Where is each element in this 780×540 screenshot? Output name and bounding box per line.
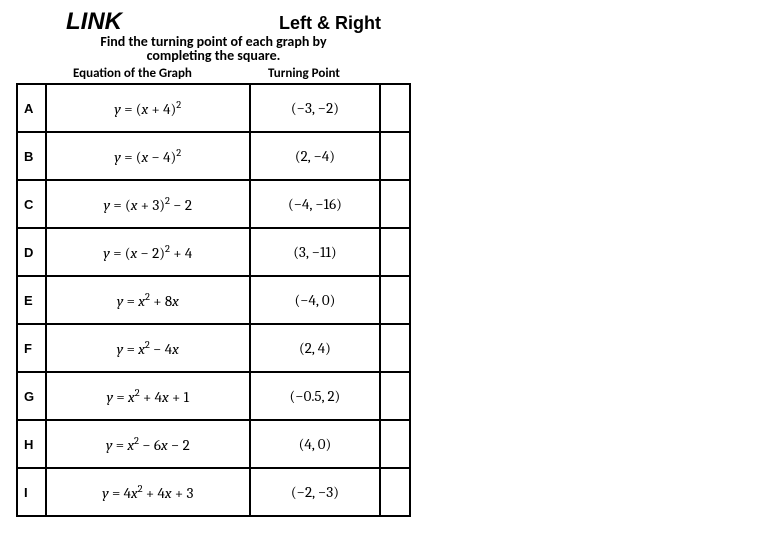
row-label: I — [17, 468, 46, 516]
row-label: B — [17, 132, 46, 180]
equation-cell: y = x2 + 4x + 1 — [46, 372, 250, 420]
title-row: LINK Left & Right — [16, 8, 411, 36]
equation-cell: y = x2 − 4x — [46, 324, 250, 372]
row-label: D — [17, 228, 46, 276]
equation-cell: y = x2 + 8x — [46, 276, 250, 324]
equation-cell: y = (x + 4)2 — [46, 84, 250, 132]
table-row: Cy = (x + 3)2 − 2(−4, −16) — [17, 180, 410, 228]
table-row: By = (x − 4)2(2, −4) — [17, 132, 410, 180]
table-row: Ay = (x + 4)2(−3, −2) — [17, 84, 410, 132]
blank-cell — [380, 372, 410, 420]
table-row: Hy = x2 − 6x − 2(4, 0) — [17, 420, 410, 468]
blank-cell — [380, 132, 410, 180]
row-label: A — [17, 84, 46, 132]
col-header-turning-point: Turning Point — [250, 66, 381, 81]
equation-cell: y = (x + 3)2 − 2 — [46, 180, 250, 228]
row-label: F — [17, 324, 46, 372]
header: LINK Left & Right Find the turning point… — [16, 8, 411, 81]
turning-point-cell: (3, −11) — [250, 228, 380, 276]
turning-point-cell: (2, 4) — [250, 324, 380, 372]
worksheet: LINK Left & Right Find the turning point… — [16, 8, 411, 517]
title-left-right: Left & Right — [279, 13, 381, 34]
table-row: Fy = x2 − 4x(2, 4) — [17, 324, 410, 372]
equation-cell: y = (x − 2)2 + 4 — [46, 228, 250, 276]
table-row: Gy = x2 + 4x + 1(−0.5, 2) — [17, 372, 410, 420]
turning-point-cell: (−4, −16) — [250, 180, 380, 228]
turning-point-cell: (−2, −3) — [250, 468, 380, 516]
blank-cell — [380, 420, 410, 468]
turning-point-cell: (4, 0) — [250, 420, 380, 468]
col-header-equation: Equation of the Graph — [45, 66, 250, 81]
equation-cell: y = 4x2 + 4x + 3 — [46, 468, 250, 516]
blank-cell — [380, 84, 410, 132]
title-link: LINK — [66, 8, 122, 36]
equation-table: Ay = (x + 4)2(−3, −2)By = (x − 4)2(2, −4… — [16, 83, 411, 517]
blank-cell — [380, 228, 410, 276]
equation-cell: y = (x − 4)2 — [46, 132, 250, 180]
equation-cell: y = x2 − 6x − 2 — [46, 420, 250, 468]
instruction-line-2: completing the square. — [16, 48, 411, 64]
row-label: H — [17, 420, 46, 468]
blank-cell — [380, 324, 410, 372]
row-label: G — [17, 372, 46, 420]
turning-point-cell: (−0.5, 2) — [250, 372, 380, 420]
turning-point-cell: (2, −4) — [250, 132, 380, 180]
table-row: Iy = 4x2 + 4x + 3(−2, −3) — [17, 468, 410, 516]
turning-point-cell: (−3, −2) — [250, 84, 380, 132]
blank-cell — [380, 468, 410, 516]
turning-point-cell: (−4, 0) — [250, 276, 380, 324]
blank-cell — [380, 180, 410, 228]
blank-cell — [380, 276, 410, 324]
row-label: C — [17, 180, 46, 228]
table-row: Ey = x2 + 8x(−4, 0) — [17, 276, 410, 324]
row-label: E — [17, 276, 46, 324]
table-row: Dy = (x − 2)2 + 4(3, −11) — [17, 228, 410, 276]
column-headers: Equation of the Graph Turning Point — [16, 66, 411, 81]
